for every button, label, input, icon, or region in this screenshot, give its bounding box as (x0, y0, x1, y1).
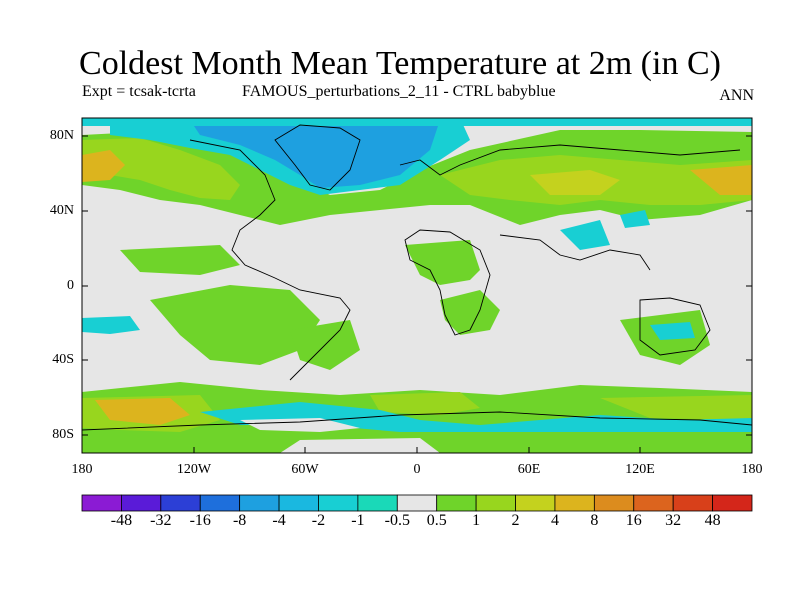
field-region-arctic-strong-cooling (190, 120, 440, 188)
colorbar-swatch (81, 494, 122, 512)
field-region-na-orange (82, 150, 125, 182)
field-region-siberia-orange (690, 165, 752, 195)
colorbar-swatch (554, 494, 595, 512)
colorbar-swatch (160, 494, 201, 512)
field-region-polar-cyan-top (82, 118, 752, 126)
colorbar-label: 16 (625, 512, 642, 529)
colorbar-swatch (475, 494, 516, 512)
field-region-africa-green (405, 240, 480, 285)
colorbar-label: 48 (704, 512, 721, 529)
colorbar (81, 494, 753, 512)
lon-tick-60w: 60W (291, 462, 319, 477)
field-region-asia-orange (530, 170, 620, 195)
colorbar-swatch (633, 494, 674, 512)
colorbar-swatch (239, 494, 280, 512)
colorbar-swatch (121, 494, 162, 512)
field-region-africa-south-green (440, 290, 500, 335)
colorbar-label: -16 (189, 512, 211, 529)
field-region-asia-cooling-2 (620, 210, 650, 228)
colorbar-swatch (672, 494, 713, 512)
model-label: FAMOUS_perturbations_2_11 - CTRL babyblu… (242, 83, 556, 100)
lat-tick-80s: 80S (52, 427, 74, 442)
lat-tick-40s: 40S (52, 352, 74, 367)
colorbar-label: -2 (311, 512, 326, 529)
field-region-na-yellow (82, 138, 240, 200)
lon-tick-180w: 180 (71, 462, 93, 477)
field-region-tropical-pacific-green (150, 285, 320, 365)
lon-tick-120e: 120E (625, 462, 655, 477)
axis-ticks (81, 135, 753, 453)
colorbar-label: 32 (665, 512, 682, 529)
colorbar-label: -0.5 (384, 512, 410, 529)
field-region-antarctic-grey-2 (280, 438, 440, 453)
coastlines (82, 124, 752, 431)
lon-tick-60e: 60E (517, 462, 541, 477)
colorbar-label: 2 (511, 512, 520, 529)
map-field (82, 118, 752, 453)
experiment-label: Expt = tcsak-tcrta (82, 83, 196, 100)
colorbar-label: -4 (272, 512, 286, 529)
colorbar-swatch (593, 494, 635, 512)
field-region-antarctic-grey (240, 418, 360, 432)
colorbar-swatch (436, 494, 477, 512)
colorbar-swatch (712, 494, 753, 512)
colorbar-label: 4 (550, 512, 559, 529)
colorbar-label: -1 (351, 512, 365, 529)
colorbar-swatch (515, 494, 556, 512)
field-region-southern-yellow-2 (370, 392, 480, 415)
lat-tick-0: 0 (67, 278, 74, 293)
colorbar-label: -8 (232, 512, 247, 529)
field-region-australia-cooling (650, 322, 695, 340)
lat-tick-40n: 40N (49, 203, 74, 218)
colorbar-label: 0.5 (426, 512, 447, 529)
colorbar-label: 1 (472, 512, 481, 529)
colorbar-swatch (396, 494, 438, 512)
colorbar-swatch (318, 494, 359, 512)
lon-tick-120w: 120W (176, 462, 212, 477)
field-region-southern-orange (95, 398, 190, 425)
lat-tick-80n: 80N (49, 128, 74, 143)
colorbar-swatch (199, 494, 241, 512)
colorbar-label: -48 (110, 512, 133, 529)
field-region-pacific-green (120, 245, 240, 275)
lon-tick-0: 0 (413, 462, 421, 477)
colorbar-label: -32 (150, 512, 172, 529)
field-region-southern-yellow-3 (600, 395, 752, 420)
plot-title: Coldest Month Mean Temperature at 2m (in… (79, 45, 721, 82)
colorbar-swatch (278, 494, 319, 512)
colorbar-label: 8 (590, 512, 599, 529)
field-region-southpac-cooling (82, 316, 140, 334)
season-label: ANN (719, 87, 754, 104)
colorbar-swatch (357, 494, 398, 512)
lon-tick-180e: 180 (741, 462, 763, 477)
field-region-asia-cooling-1 (560, 220, 610, 250)
